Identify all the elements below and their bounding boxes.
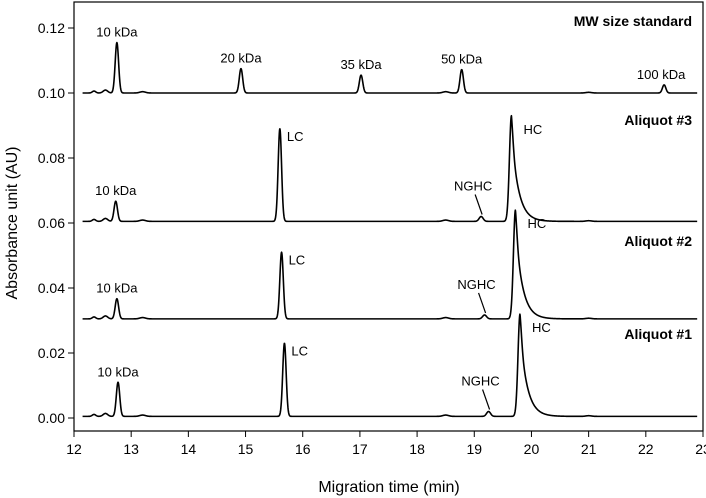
x-tick-label: 19 — [466, 441, 482, 457]
trace-line — [82, 41, 698, 94]
trace-line — [82, 114, 698, 223]
peak-label: 10 kDa — [97, 364, 139, 379]
peak-label: LC — [287, 129, 304, 144]
series-label: Aliquot #3 — [624, 112, 692, 128]
x-tick-label: 18 — [409, 441, 425, 457]
peak-label: NGHC — [461, 374, 499, 389]
x-tick-label: 21 — [581, 441, 597, 457]
x-tick-label: 20 — [524, 441, 540, 457]
x-tick-label: 16 — [295, 441, 311, 457]
peak-label: 50 kDa — [441, 52, 483, 67]
peak-label: 10 kDa — [96, 281, 138, 296]
x-tick-label: 15 — [238, 441, 254, 457]
series-label: MW size standard — [574, 13, 692, 29]
peak-label: 100 kDa — [637, 67, 686, 82]
y-tick-label: 0.12 — [38, 20, 65, 36]
x-tick-label: 23 — [695, 441, 706, 457]
peak-label: HC — [532, 320, 551, 335]
peak-label: 35 kDa — [340, 57, 382, 72]
x-axis-ticks: 12 13 14 15 16 17 18 19 20 21 22 23 — [66, 431, 706, 457]
y-tick-label: 0.04 — [38, 280, 65, 296]
y-axis-title: Absorbance unit (AU) — [4, 147, 21, 300]
peak-label: LC — [289, 252, 306, 267]
y-tick-label: 0.06 — [38, 215, 65, 231]
peak-leader-line — [477, 292, 487, 314]
peak-annotations: MW size standard 10 kDa 20 kDa 35 kDa 50 kDa… — [95, 13, 692, 410]
peak-leader-line — [482, 389, 491, 410]
series-label: Aliquot #2 — [624, 233, 692, 249]
x-tick-label: 14 — [181, 441, 197, 457]
plot-border — [73, 1, 704, 432]
peak-label: NGHC — [457, 277, 495, 292]
traces — [82, 41, 698, 418]
plot-frame — [73, 1, 704, 432]
peak-leader-line — [474, 194, 483, 215]
series-label: Aliquot #1 — [624, 326, 692, 342]
y-axis-ticks: 0.00 0.02 0.04 0.06 0.08 0.10 0.12 — [38, 20, 74, 426]
x-tick-label: 22 — [638, 441, 654, 457]
peak-label: NGHC — [454, 179, 492, 194]
x-tick-label: 13 — [123, 441, 139, 457]
trace-line — [82, 209, 698, 320]
peak-label: 10 kDa — [96, 25, 138, 40]
y-tick-label: 0.10 — [38, 85, 65, 101]
peak-label: 10 kDa — [95, 183, 137, 198]
peak-label: LC — [291, 343, 308, 358]
peak-label: HC — [527, 216, 546, 231]
peak-label: 20 kDa — [220, 51, 262, 66]
y-tick-label: 0.08 — [38, 150, 65, 166]
x-tick-label: 12 — [66, 441, 82, 457]
peak-label: HC — [523, 122, 542, 137]
trace-line — [82, 313, 698, 418]
y-tick-label: 0.00 — [38, 410, 65, 426]
y-tick-label: 0.02 — [38, 345, 65, 361]
x-axis-title: Migration time (min) — [318, 479, 459, 496]
x-tick-label: 17 — [352, 441, 368, 457]
